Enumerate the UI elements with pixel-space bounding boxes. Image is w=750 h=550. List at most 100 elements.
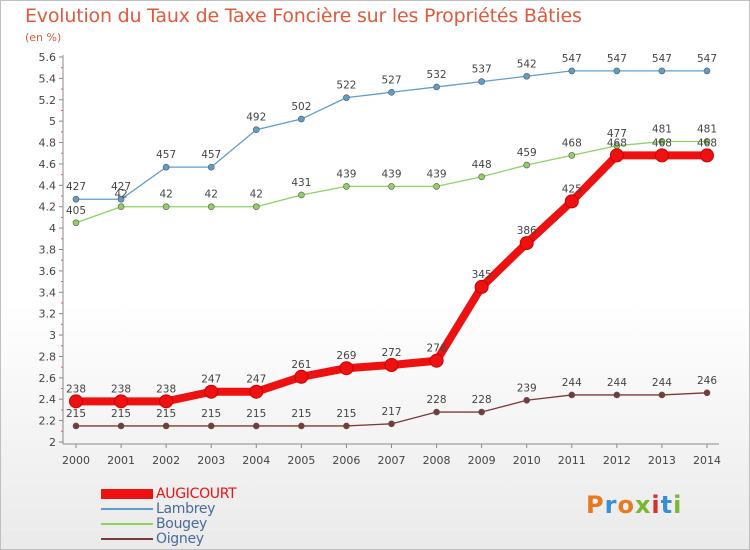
data-label-bougey: 42: [114, 189, 127, 201]
legend-swatch: [101, 507, 153, 510]
data-label-bougey: 439: [427, 168, 447, 180]
data-point-augicourt: [654, 148, 669, 163]
data-point-augicourt: [609, 148, 624, 163]
data-label-lambrey: 427: [111, 181, 131, 193]
chart-title: Evolution du Taux de Taxe Foncière sur l…: [25, 5, 582, 27]
data-point-augicourt: [339, 361, 354, 376]
data-point-bougey: [207, 203, 215, 211]
data-label-oigney: 215: [66, 408, 86, 420]
data-label-lambrey: 522: [336, 80, 356, 92]
y-tick-label: 3.2: [39, 308, 57, 321]
data-label-lambrey: 547: [697, 53, 717, 65]
data-point-bougey: [298, 191, 305, 199]
data-label-lambrey: 537: [472, 64, 492, 76]
legend-item-bougey: Bougey: [101, 515, 236, 532]
data-point-oigney: [117, 422, 125, 430]
data-label-lambrey: 427: [66, 181, 86, 193]
data-label-augicourt: 269: [336, 350, 356, 362]
data-label-lambrey: 547: [652, 53, 672, 65]
data-label-augicourt: 468: [607, 137, 627, 149]
data-label-oigney: 244: [652, 377, 672, 389]
data-label-oigney: 215: [201, 408, 221, 420]
y-tick-label: 5.6: [39, 51, 57, 64]
y-tick-label: 5.4: [39, 72, 57, 85]
data-point-lambrey: [703, 67, 711, 75]
x-tick-label: 2003: [197, 454, 225, 467]
y-tick-label: 3: [49, 329, 56, 342]
data-point-bougey: [343, 183, 350, 190]
data-point-oigney: [478, 408, 485, 416]
legend-label: AUGICOURT: [156, 485, 237, 502]
data-point-oigney: [703, 389, 711, 397]
x-tick-label: 2002: [152, 454, 180, 467]
data-point-bougey: [388, 183, 395, 190]
data-point-oigney: [72, 422, 80, 430]
data-label-oigney: 217: [381, 406, 401, 418]
data-point-lambrey: [162, 163, 170, 171]
data-label-lambrey: 457: [201, 149, 221, 161]
data-point-lambrey: [298, 115, 305, 123]
data-label-bougey: 439: [381, 168, 401, 180]
x-tick-label: 2010: [513, 454, 541, 467]
data-label-bougey: 431: [291, 177, 311, 189]
data-label-augicourt: 468: [697, 137, 717, 149]
data-label-augicourt: 272: [381, 347, 401, 359]
data-point-augicourt: [519, 236, 534, 251]
data-point-bougey: [703, 138, 711, 145]
data-label-augicourt: 238: [111, 383, 131, 395]
data-point-augicourt: [564, 194, 579, 209]
y-tick-label: 4.8: [39, 137, 57, 150]
data-point-augicourt: [204, 384, 219, 399]
data-label-lambrey: 547: [562, 53, 582, 65]
y-tick-label: 5.2: [39, 94, 57, 107]
y-tick-label: 4.2: [39, 201, 57, 214]
y-tick-label: 3.6: [39, 265, 57, 278]
y-tick-label: 2.8: [39, 350, 57, 363]
data-label-lambrey: 457: [156, 149, 176, 161]
y-tick-label: 5: [49, 115, 56, 128]
data-label-oigney: 215: [336, 408, 356, 420]
data-label-lambrey: 492: [246, 112, 266, 124]
data-label-augicourt: 247: [246, 374, 266, 386]
y-tick-label: 4.4: [39, 179, 57, 192]
data-label-oigney: 215: [246, 408, 266, 420]
data-label-oigney: 215: [156, 408, 176, 420]
data-label-augicourt: 425: [562, 183, 582, 195]
data-point-oigney: [388, 420, 395, 428]
data-label-lambrey: 532: [427, 69, 447, 81]
x-tick-label: 2008: [423, 454, 451, 467]
data-point-bougey: [252, 203, 260, 211]
data-label-augicourt: 276: [427, 343, 447, 355]
x-tick-label: 2013: [648, 454, 676, 467]
data-label-augicourt: 386: [517, 225, 537, 237]
data-label-oigney: 228: [427, 394, 447, 406]
data-label-oigney: 228: [472, 394, 492, 406]
data-label-bougey: 477: [607, 128, 627, 140]
data-label-bougey: 459: [517, 147, 537, 159]
data-point-lambrey: [478, 78, 485, 85]
data-label-lambrey: 527: [381, 74, 401, 86]
data-label-bougey: 42: [205, 189, 218, 201]
x-tick-label: 2007: [378, 454, 406, 467]
data-point-lambrey: [388, 88, 395, 96]
x-tick-label: 2009: [468, 454, 496, 467]
data-point-augicourt: [429, 353, 444, 368]
data-point-augicourt: [249, 384, 264, 399]
data-label-augicourt: 468: [652, 137, 672, 149]
proxiti-logo: Proxiti: [586, 491, 683, 519]
data-label-bougey: 405: [66, 205, 86, 217]
data-point-oigney: [252, 422, 260, 430]
data-label-augicourt: 345: [472, 269, 492, 281]
data-label-oigney: 244: [562, 377, 582, 389]
data-label-oigney: 239: [517, 382, 537, 394]
data-label-bougey: 481: [652, 123, 672, 135]
data-point-oigney: [523, 396, 531, 404]
x-tick-label: 2000: [62, 454, 90, 467]
data-point-bougey: [433, 183, 440, 190]
legend-label: Oigney: [156, 530, 204, 547]
data-label-augicourt: 238: [156, 383, 176, 395]
data-label-lambrey: 547: [607, 53, 627, 65]
y-tick-label: 3.4: [39, 286, 57, 299]
legend-label: Bougey: [156, 515, 208, 532]
